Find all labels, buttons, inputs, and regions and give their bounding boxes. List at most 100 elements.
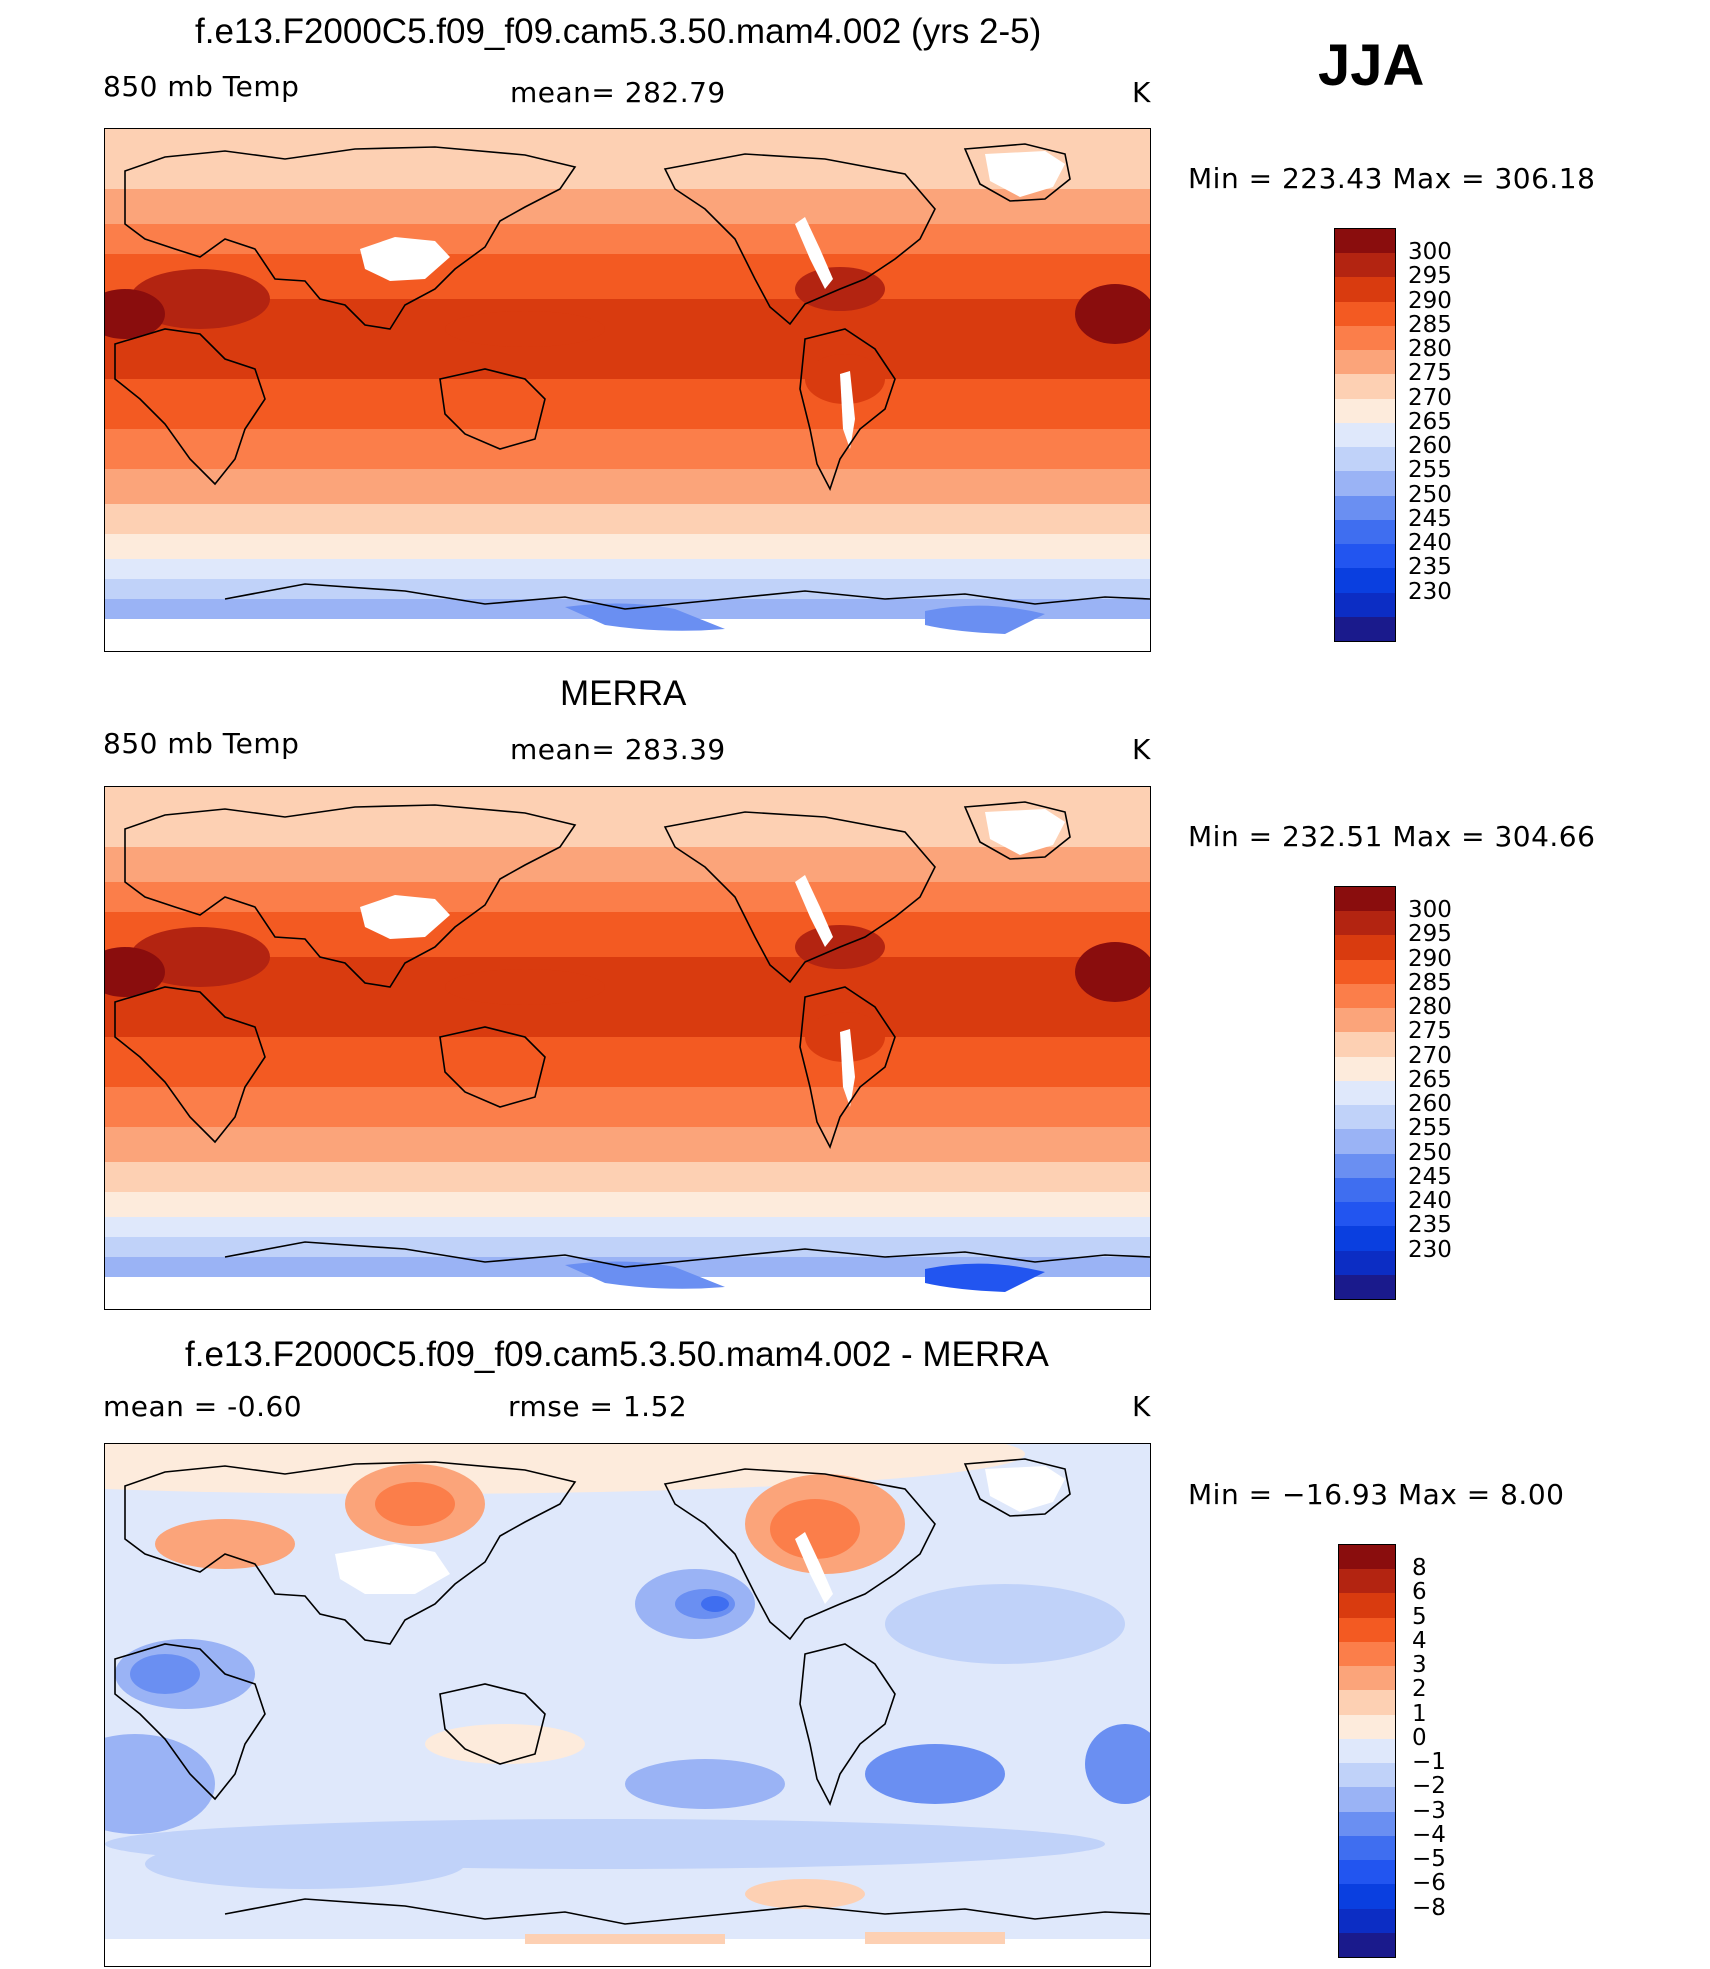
coastline [439, 1683, 546, 1765]
colorbar-cell [1335, 1274, 1395, 1299]
colorbar-cell [1335, 229, 1395, 255]
temperature-band [105, 1217, 1150, 1237]
colorbar-cell [1335, 374, 1395, 400]
colorbar-cell [1339, 1690, 1395, 1716]
colorbar-cell [1335, 277, 1395, 303]
colorbar-tick-label: 235 [1408, 554, 1452, 581]
colorbar-cell [1335, 1153, 1395, 1179]
colorbar-tick-label: 255 [1408, 1115, 1452, 1142]
temperature-band [105, 882, 1150, 912]
colorbar-cell [1339, 1714, 1395, 1740]
colorbar-cell [1335, 592, 1395, 618]
antarctic-cold-patch [565, 1261, 725, 1289]
difference-blob [770, 1499, 860, 1559]
panel2-title: MERRA [560, 674, 687, 713]
colorbar-tick-label: 275 [1408, 1018, 1452, 1045]
colorbar-tick-label: 285 [1408, 311, 1452, 338]
difference-blob [625, 1759, 785, 1809]
colorbar-tick-label: 265 [1408, 1066, 1452, 1093]
colorbar-tick-label: 270 [1408, 384, 1452, 411]
temperature-band [105, 224, 1150, 254]
colorbar-tick-label: 240 [1408, 530, 1452, 557]
colorbar-tick-label: −2 [1412, 1773, 1446, 1800]
coastline [799, 328, 896, 492]
temperature-band [105, 254, 1150, 299]
colorbar-tick-label: 295 [1408, 263, 1452, 290]
colorbar-cell [1335, 301, 1395, 327]
colorbar-cell [1335, 1056, 1395, 1082]
difference-blob [865, 1744, 1005, 1804]
colorbar-tick-label: 270 [1408, 1042, 1452, 1069]
greenland-mask [985, 151, 1065, 197]
colorbar-tick-label: 8 [1412, 1555, 1427, 1582]
colorbar-tick-label: −6 [1412, 1870, 1446, 1897]
colorbar-tick-label: 295 [1408, 921, 1452, 948]
colorbar-tick-label: 230 [1408, 1236, 1452, 1263]
colorbar-cell [1335, 1129, 1395, 1155]
colorbar-tick-label: 245 [1408, 505, 1452, 532]
temperature-band [105, 1162, 1150, 1192]
temperature-hotspot [105, 947, 165, 997]
panel2-units: K [1132, 733, 1151, 766]
coastline [124, 1461, 577, 1645]
colorbar-tick-label: 255 [1408, 457, 1452, 484]
coastline [439, 368, 546, 450]
colorbar-cell [1339, 1811, 1395, 1837]
colorbar-tick-label: 6 [1412, 1579, 1427, 1606]
colorbar-cell [1335, 1105, 1395, 1131]
difference-blob [375, 1482, 455, 1526]
temperature-band [105, 379, 1150, 429]
colorbar-cell [1335, 544, 1395, 570]
andes-mask [840, 371, 855, 449]
difference-blob [155, 1519, 295, 1569]
colorbar-cell [1335, 959, 1395, 985]
colorbar-cell [1335, 887, 1395, 913]
colorbar-cell [1335, 1032, 1395, 1058]
panel1-left-label: 850 mb Temp [103, 70, 300, 103]
coastline [963, 801, 1071, 860]
colorbar-cell [1339, 1763, 1395, 1789]
season-label: JJA [1318, 33, 1425, 98]
colorbar-cell [1335, 471, 1395, 497]
coastline [224, 1241, 1150, 1268]
panel3-colorbar [1338, 1544, 1396, 1958]
difference-blob [701, 1596, 729, 1612]
colorbar-cell [1335, 1250, 1395, 1276]
antarctic-difference [525, 1934, 725, 1944]
colorbar-cell [1339, 1641, 1395, 1668]
colorbar-tick-label: 265 [1408, 408, 1452, 435]
colorbar-cell [1335, 1080, 1395, 1107]
colorbar-cell [1335, 447, 1395, 473]
tibet-mask [335, 1544, 450, 1594]
colorbar-cell [1335, 325, 1395, 352]
antarctic-cold-patch [925, 605, 1045, 634]
antarctic-difference [865, 1932, 1005, 1944]
panel3-minmax: Min = −16.93 Max = 8.00 [1188, 1478, 1565, 1511]
colorbar-tick-label: 250 [1408, 1139, 1452, 1166]
colorbar-cell [1335, 1008, 1395, 1034]
rockies-mask [795, 1532, 833, 1604]
temperature-band [105, 534, 1150, 559]
temperature-band [105, 504, 1150, 534]
difference-blob [105, 1734, 215, 1834]
temperature-hotspot [445, 969, 605, 1005]
colorbar-cell [1335, 616, 1395, 641]
temperature-band [105, 559, 1150, 579]
colorbar-cell [1339, 1787, 1395, 1813]
coastline [114, 1643, 266, 1801]
colorbar-cell [1339, 1908, 1395, 1934]
panel2-left-label: 850 mb Temp [103, 727, 300, 760]
colorbar-cell [1335, 495, 1395, 521]
temperature-hotspot [1075, 284, 1150, 344]
colorbar-tick-label: 280 [1408, 336, 1452, 363]
temperature-band [105, 1192, 1150, 1217]
difference-blob [130, 1654, 200, 1694]
temperature-band [105, 1037, 1150, 1087]
colorbar-cell [1335, 1202, 1395, 1228]
coastline [114, 986, 266, 1144]
colorbar-tick-label: 290 [1408, 287, 1452, 314]
temperature-band [105, 1087, 1150, 1127]
antarctic-cold-patch [565, 603, 725, 631]
temperature-band [105, 912, 1150, 957]
colorbar-tick-label: 245 [1408, 1163, 1452, 1190]
